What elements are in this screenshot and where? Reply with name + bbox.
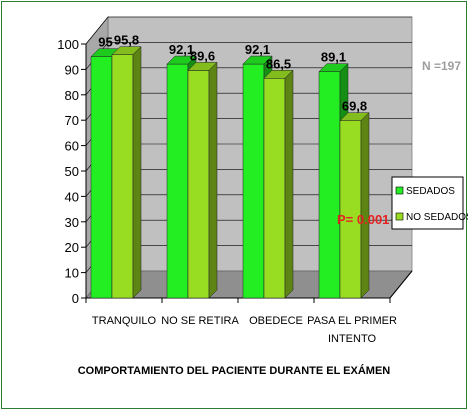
- x-category-label: OBEDECE: [249, 315, 303, 327]
- bar-1-0-side: [132, 46, 142, 299]
- x-category-label: TRANQUILO: [92, 315, 157, 327]
- y-tick-label: 70: [65, 113, 79, 128]
- legend-swatch-no-sedados: [395, 212, 404, 221]
- y-tick-label: 40: [65, 189, 79, 204]
- y-tick-label: 20: [65, 240, 79, 255]
- data-label-0-0: 95: [98, 35, 112, 50]
- data-label-0-3: 89,1: [321, 50, 346, 65]
- legend-label-sedados: SEDADOS: [406, 186, 455, 197]
- y-tick-label: 0: [72, 291, 79, 306]
- bar-0-1-front: [166, 63, 189, 299]
- x-category-label: NO SE RETIRA: [161, 315, 239, 327]
- data-label-0-1: 92,1: [169, 42, 194, 57]
- y-tick-label: 100: [57, 37, 79, 52]
- bar-1-1-front: [187, 70, 210, 299]
- x-category-label: PASA EL PRIMER INTENTO: [307, 315, 397, 345]
- data-label-0-2: 92,1: [245, 42, 270, 57]
- legend: SEDADOS NO SEDADOS: [391, 176, 468, 230]
- y-tick-label: 10: [65, 266, 79, 281]
- bar-1-3-front: [339, 120, 362, 299]
- bar-1-2-side: [284, 69, 294, 299]
- bar-1-3-side: [360, 112, 370, 299]
- bar-0-2-front: [242, 63, 265, 299]
- data-label-1-3: 69,8: [342, 99, 367, 114]
- data-label-1-1: 89,6: [190, 48, 215, 63]
- bar-0-0-front: [90, 56, 113, 299]
- bar-1-0-front: [111, 54, 134, 299]
- bar-1-2-front: [263, 78, 286, 299]
- floor-edge: [389, 270, 413, 299]
- y-tick-label: 60: [65, 139, 79, 154]
- bar-1-1-side: [208, 61, 218, 299]
- x-axis-title: COMPORTAMIENTO DEL PACIENTE DURANTE EL E…: [78, 364, 391, 377]
- p-value-annotation: P= 0.001: [337, 212, 389, 227]
- data-label-1-2: 86,5: [266, 56, 291, 71]
- y-tick-label: 80: [65, 88, 79, 103]
- data-label-1-0: 95,8: [114, 33, 139, 48]
- legend-box: [391, 176, 464, 230]
- sample-size-annotation: N =197: [422, 59, 461, 73]
- y-tick-labels: 0 10 20 30 40 50 60 70 80 90 100: [57, 37, 79, 306]
- legend-swatch-sedados: [395, 186, 404, 195]
- data-labels: 95 95,892,189,6 92,186,5 89,169,8: [98, 33, 367, 114]
- legend-label-no-sedados: NO SEDADOS: [406, 212, 468, 223]
- x-category-labels: TRANQUILO NO SE RETIRA OBEDECE PASA EL PRIM…: [92, 315, 397, 345]
- bars: [90, 46, 370, 299]
- y-tick-label: 30: [65, 215, 79, 230]
- gridline-side: [85, 16, 109, 45]
- y-tick-label: 50: [65, 164, 79, 179]
- bar-0-3-front: [318, 71, 341, 299]
- y-tick-label: 90: [65, 62, 79, 77]
